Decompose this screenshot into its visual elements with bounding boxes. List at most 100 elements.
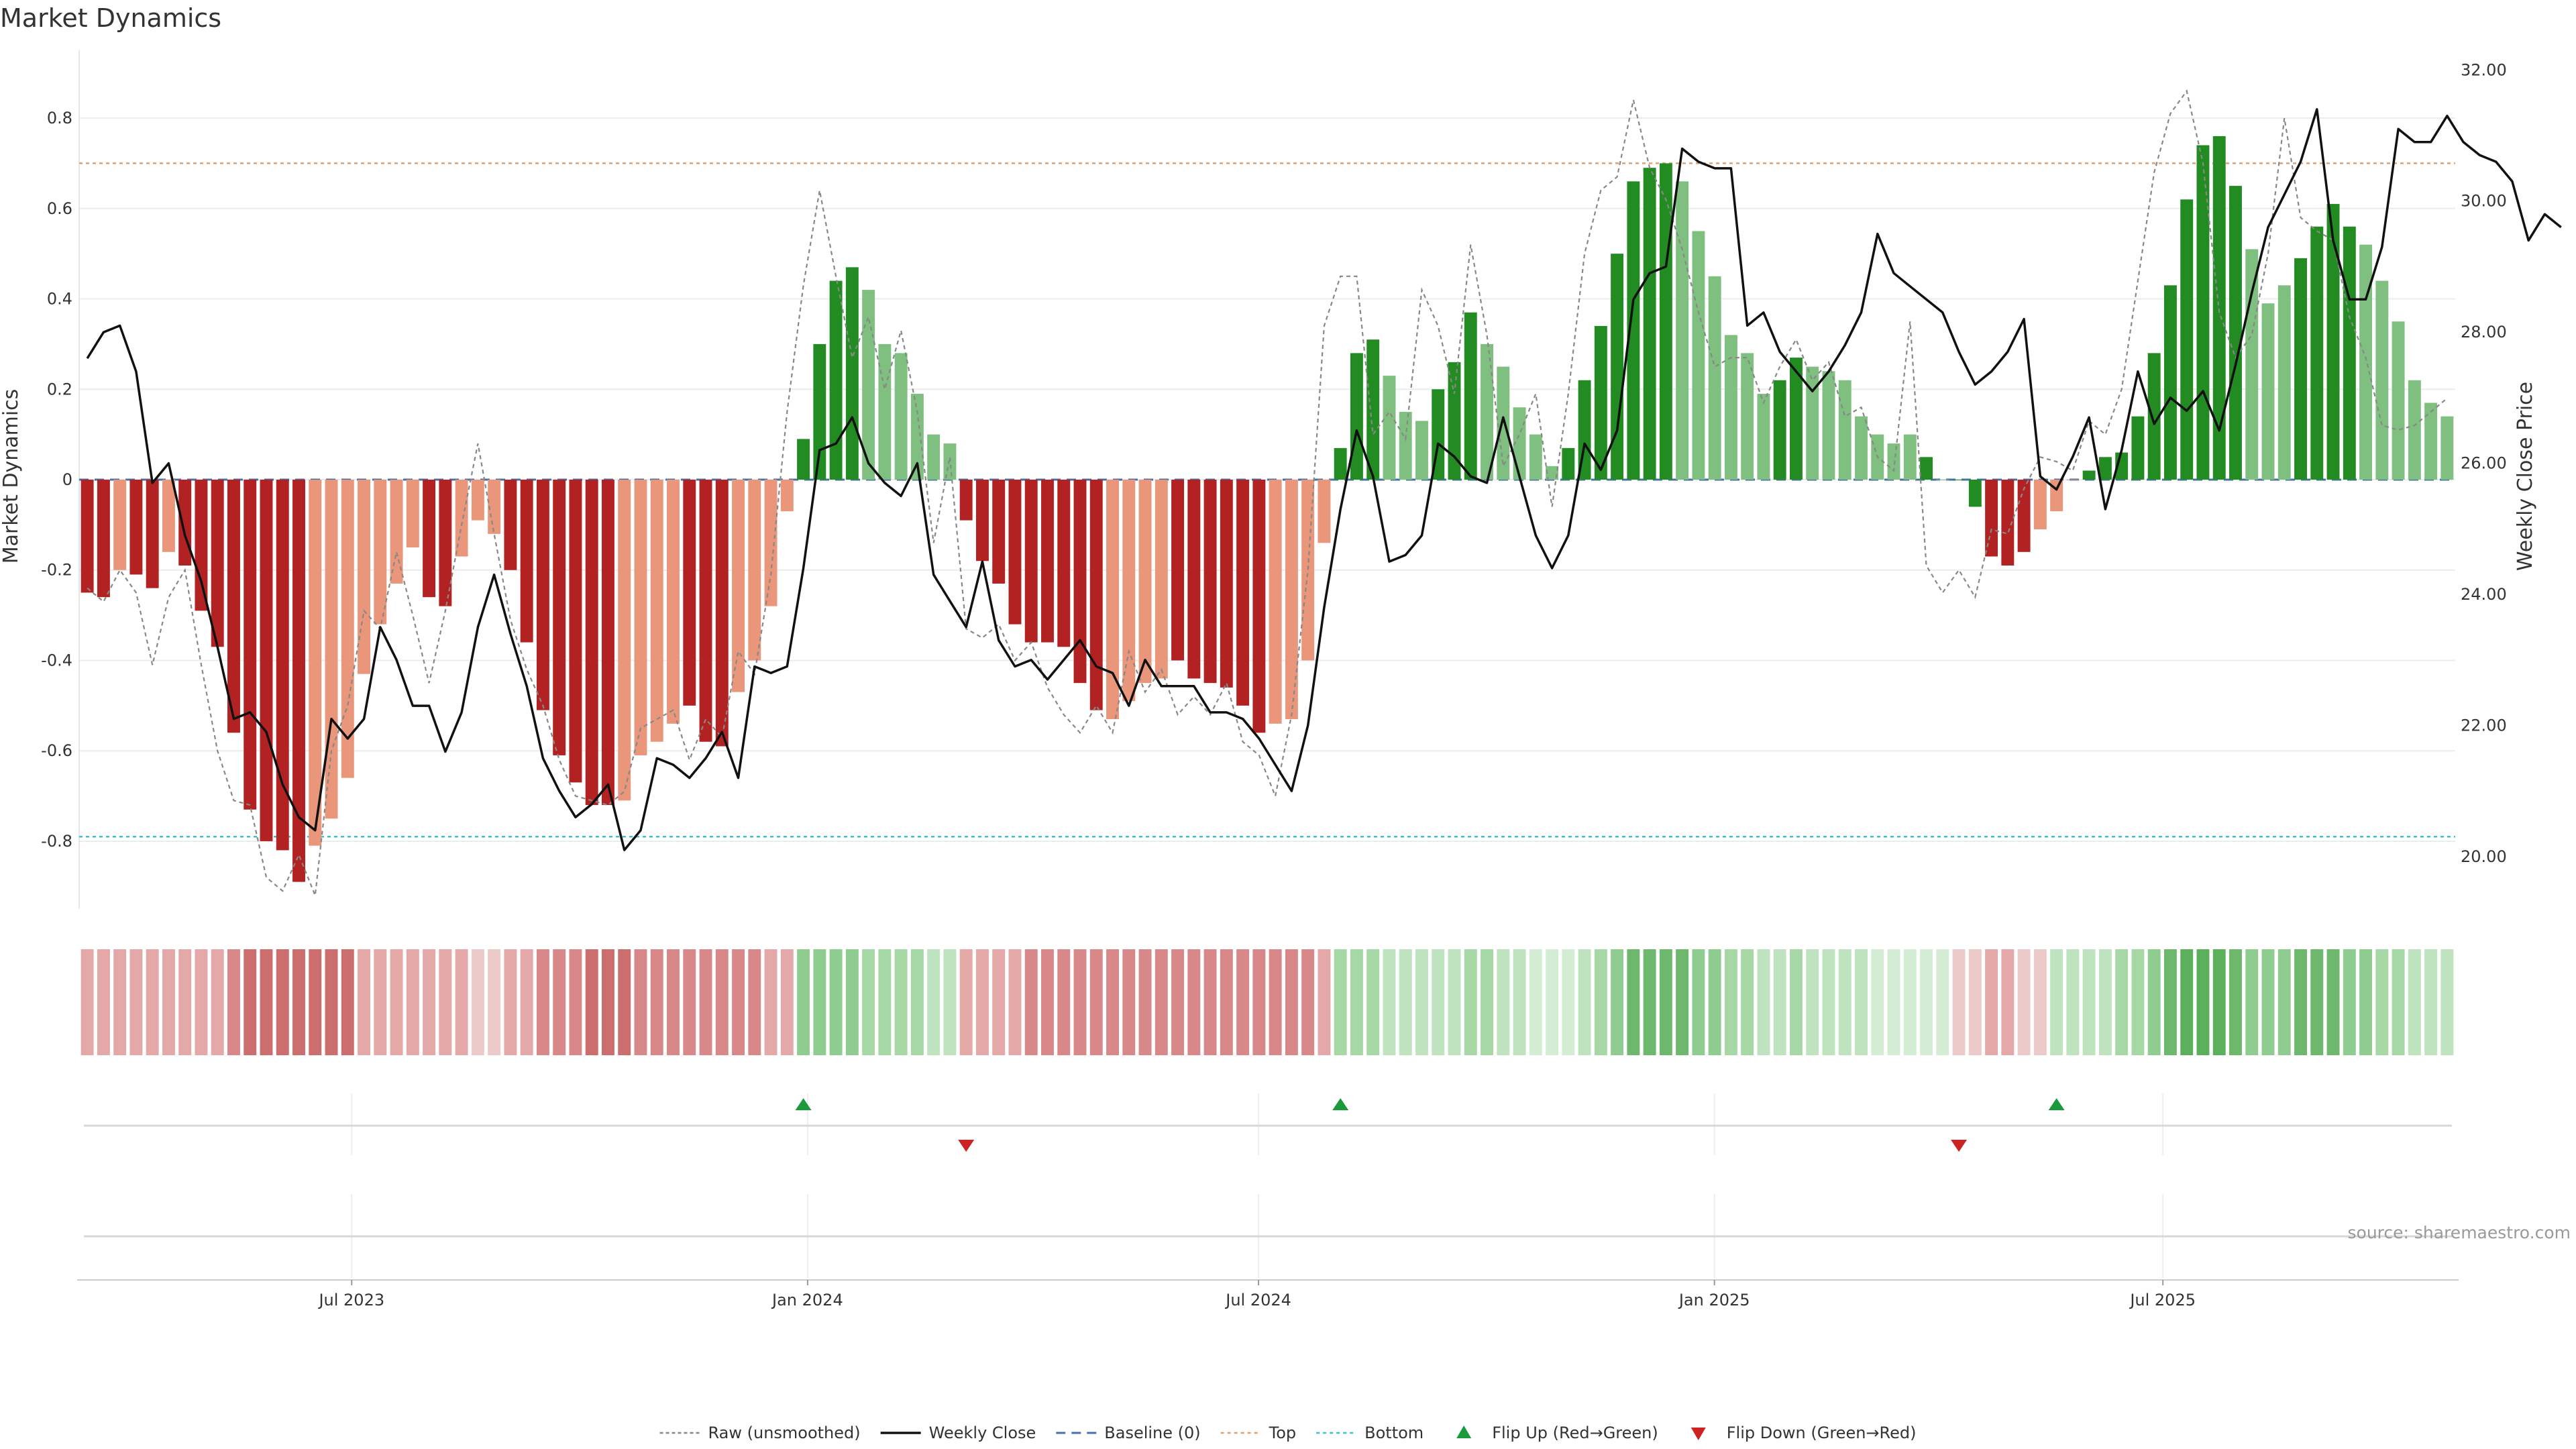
strip-cell bbox=[1252, 949, 1266, 1055]
strip-cell bbox=[2326, 949, 2340, 1055]
strip-cell bbox=[178, 949, 192, 1055]
bar bbox=[2001, 480, 2015, 566]
bar bbox=[2245, 249, 2259, 480]
bar bbox=[862, 290, 875, 480]
strip-cell bbox=[520, 949, 533, 1055]
strip-cell bbox=[1773, 949, 1786, 1055]
strip-cell bbox=[439, 949, 452, 1055]
bar bbox=[2326, 204, 2340, 480]
strip-cell bbox=[2050, 949, 2063, 1055]
y-tick-label: 0 bbox=[62, 470, 72, 489]
legend-label: Baseline (0) bbox=[1104, 1424, 1200, 1442]
bar bbox=[2229, 186, 2242, 480]
strip-cell bbox=[1692, 949, 1705, 1055]
bar bbox=[1611, 254, 1624, 480]
bar bbox=[406, 480, 419, 548]
heat-strip bbox=[80, 949, 2454, 1055]
y2-tick-label: 32.00 bbox=[2461, 60, 2507, 79]
bar bbox=[2261, 303, 2275, 480]
bar bbox=[1171, 480, 1185, 661]
y2-tick-label: 28.00 bbox=[2461, 323, 2507, 341]
strip-cell bbox=[667, 949, 680, 1055]
strip-cell bbox=[927, 949, 941, 1055]
bar bbox=[1773, 380, 1786, 480]
strip-cell bbox=[227, 949, 240, 1055]
bar bbox=[455, 480, 468, 557]
strip-cell bbox=[1757, 949, 1770, 1055]
bar bbox=[1203, 480, 1217, 684]
bar bbox=[943, 443, 957, 480]
left-axis-label: Market Dynamics bbox=[0, 389, 23, 564]
strip-cell bbox=[2147, 949, 2161, 1055]
strip-cell bbox=[97, 949, 110, 1055]
strip-cell bbox=[1481, 949, 1493, 1055]
bar bbox=[2050, 480, 2063, 512]
strip-cell bbox=[80, 949, 94, 1055]
x-axis-ticks: Jul 2023 Jan 2024 Jul 2024 Jan 2025 Jul 2025 bbox=[317, 1280, 2196, 1309]
bar bbox=[2180, 199, 2194, 480]
strip-cell bbox=[1871, 949, 1884, 1055]
strip-cell bbox=[374, 949, 387, 1055]
strip-cell bbox=[553, 949, 566, 1055]
strip-cell bbox=[146, 949, 159, 1055]
strip-cell bbox=[2212, 949, 2226, 1055]
bar bbox=[1138, 480, 1152, 684]
strip-cell bbox=[504, 949, 517, 1055]
strip-cell bbox=[455, 949, 468, 1055]
bar bbox=[2359, 244, 2373, 480]
strip-cell bbox=[1968, 949, 1982, 1055]
strip-cell bbox=[569, 949, 582, 1055]
strip-cell bbox=[1806, 949, 1819, 1055]
strip-cell bbox=[1008, 949, 1022, 1055]
strip-cell bbox=[910, 949, 924, 1055]
strip-cell bbox=[1887, 949, 1900, 1055]
bar bbox=[1057, 480, 1071, 647]
bar bbox=[260, 480, 273, 841]
y2-tick-label: 24.00 bbox=[2461, 585, 2507, 604]
legend-item-bottom: Bottom bbox=[1316, 1424, 1424, 1442]
strip-cell bbox=[195, 949, 208, 1055]
strip-cell bbox=[1985, 949, 1998, 1055]
strip-cell bbox=[1676, 949, 1689, 1055]
strip-cell bbox=[1138, 949, 1152, 1055]
strip-cell bbox=[260, 949, 273, 1055]
bar bbox=[732, 480, 745, 692]
strip-cell bbox=[943, 949, 957, 1055]
bar bbox=[2212, 136, 2226, 480]
bar bbox=[1481, 343, 1493, 480]
bar bbox=[1415, 421, 1428, 480]
bar bbox=[439, 480, 452, 606]
strip-cell bbox=[1187, 949, 1201, 1055]
bar bbox=[1187, 480, 1201, 679]
strip-cell bbox=[2163, 949, 2177, 1055]
bar bbox=[992, 480, 1006, 584]
flip-up-marker bbox=[795, 1098, 812, 1110]
strip-cell bbox=[1464, 949, 1477, 1055]
strip-cell bbox=[1073, 949, 1087, 1055]
bar bbox=[1968, 480, 1982, 507]
strip-cell bbox=[2408, 949, 2421, 1055]
bar bbox=[927, 434, 941, 480]
strip-cell bbox=[797, 949, 810, 1055]
bar bbox=[1806, 366, 1819, 480]
bar bbox=[569, 480, 582, 783]
flip-up-marker bbox=[2048, 1098, 2065, 1110]
bar bbox=[129, 480, 143, 575]
strip-cell bbox=[2343, 949, 2356, 1055]
bar bbox=[1659, 163, 1672, 480]
bar bbox=[1334, 447, 1347, 480]
legend-item-baseline: Baseline (0) bbox=[1056, 1424, 1201, 1442]
bar bbox=[959, 480, 973, 521]
bar bbox=[845, 267, 859, 480]
strip-cell bbox=[1578, 949, 1591, 1055]
bar bbox=[2163, 285, 2177, 480]
y-tick-label: 0.6 bbox=[47, 199, 72, 218]
bar bbox=[553, 480, 566, 755]
strip-cell bbox=[536, 949, 549, 1055]
bar bbox=[797, 439, 810, 480]
legend-label: Raw (unsmoothed) bbox=[708, 1424, 861, 1442]
bar bbox=[2392, 321, 2405, 480]
bar bbox=[80, 480, 94, 593]
strip-cell bbox=[2001, 949, 2015, 1055]
